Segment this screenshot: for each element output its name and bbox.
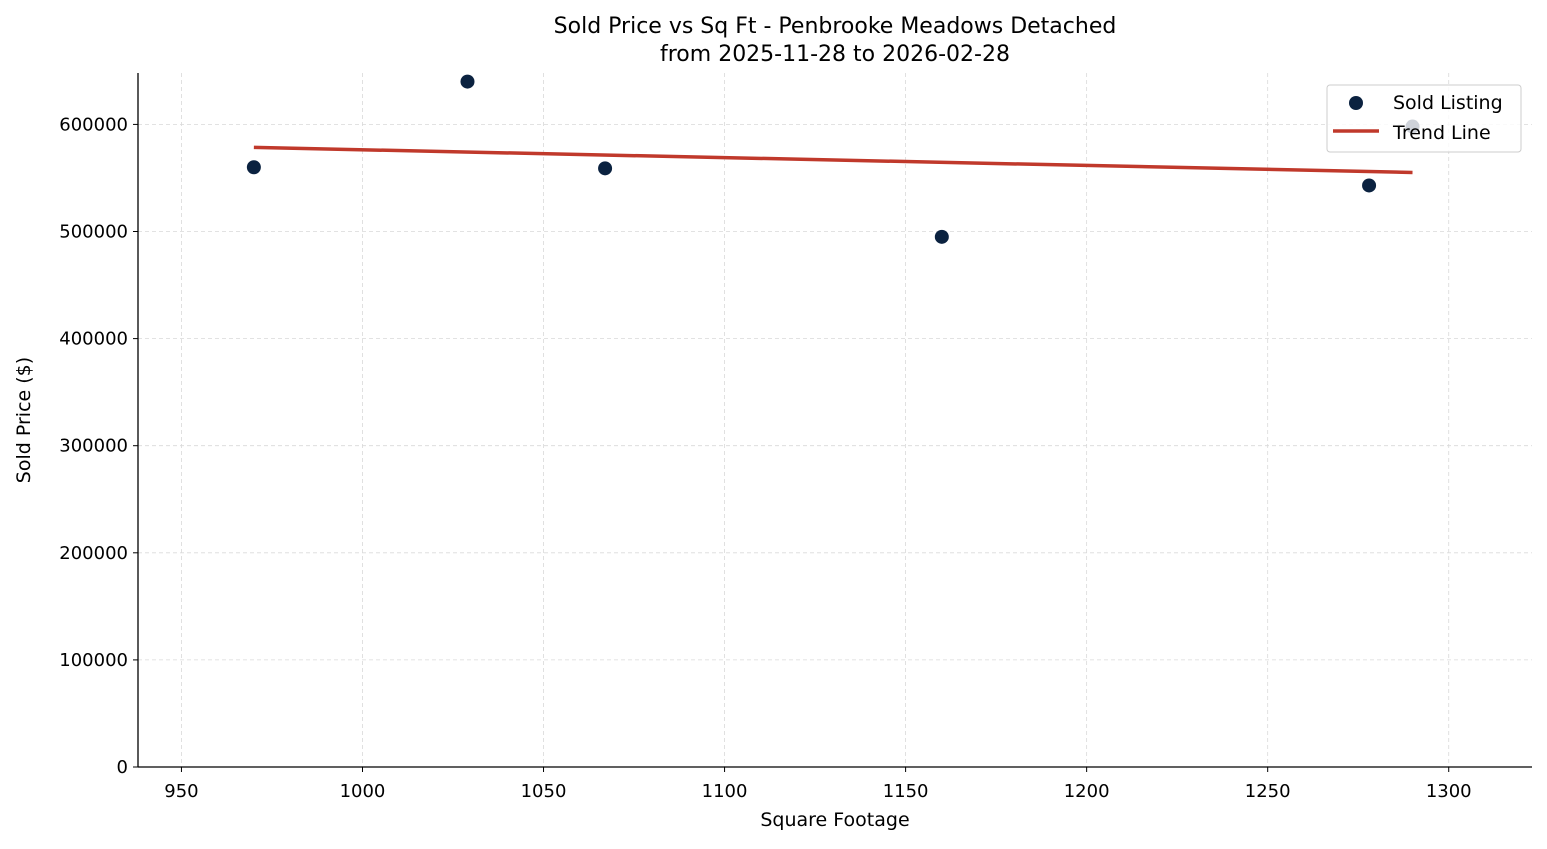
y-tick-label: 600000: [59, 114, 128, 135]
x-tick-label: 1250: [1245, 781, 1291, 802]
chart-subtitle: from 2025-11-28 to 2026-02-28: [660, 42, 1010, 67]
legend: Sold Listing Trend Line: [1326, 84, 1522, 153]
legend-marker-sold-listing: [1349, 96, 1363, 110]
data-point-sold-listing: [1362, 178, 1377, 193]
y-tick-label: 500000: [59, 222, 128, 243]
y-tick-label: 400000: [59, 329, 128, 350]
data-point-sold-listing: [460, 74, 475, 89]
x-tick-label: 1150: [883, 781, 929, 802]
x-tick-label: 1000: [340, 781, 386, 802]
ticks: 950 1000 1050 1100 1150 1200 1250 1300 0 100000 20…: [59, 114, 1471, 802]
data-point-sold-listing: [246, 160, 261, 175]
y-axis-label: Sold Price ($): [13, 357, 35, 483]
y-tick-label: 200000: [59, 543, 128, 564]
legend-label-trend-line: Trend Line: [1392, 122, 1491, 144]
x-axis-label: Square Footage: [760, 809, 909, 831]
y-tick-label: 300000: [59, 436, 128, 457]
y-tick-label: 100000: [59, 650, 128, 671]
x-tick-label: 1050: [521, 781, 567, 802]
data-point-sold-listing: [598, 161, 613, 176]
x-tick-label: 950: [164, 781, 198, 802]
grid: [138, 73, 1532, 768]
x-tick-label: 1100: [702, 781, 748, 802]
marks: [246, 74, 1420, 244]
data-point-sold-listing: [934, 229, 949, 244]
y-tick-label: 0: [117, 757, 128, 778]
trend-line: [253, 145, 1413, 175]
chart-title: Sold Price vs Sq Ft - Penbrooke Meadows …: [554, 14, 1117, 39]
x-tick-label: 1200: [1064, 781, 1110, 802]
legend-label-sold-listing: Sold Listing: [1393, 92, 1503, 114]
x-tick-label: 1300: [1426, 781, 1472, 802]
legend-frame: [1326, 84, 1522, 153]
